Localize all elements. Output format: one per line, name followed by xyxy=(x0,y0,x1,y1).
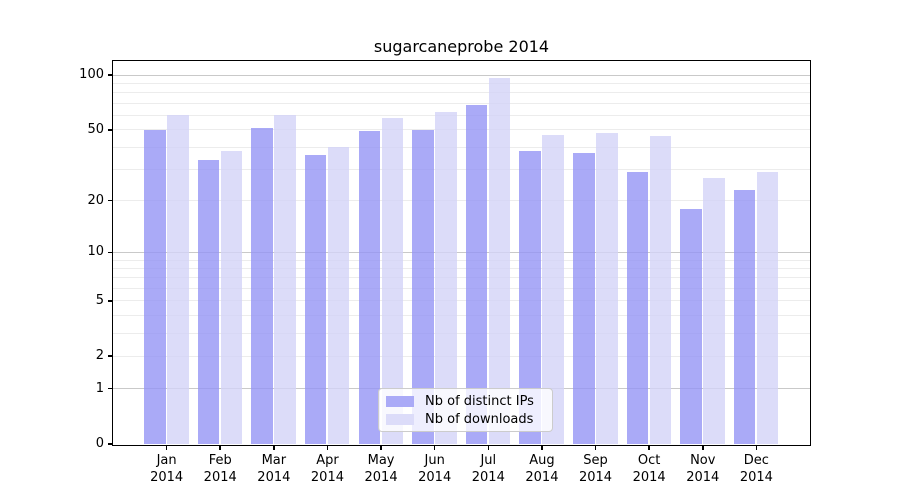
y-tick-label: 2 xyxy=(95,348,104,364)
bar-downloads-jan xyxy=(167,115,189,444)
x-tick-mark xyxy=(702,445,704,450)
x-tick-label: Apr 2014 xyxy=(310,453,344,485)
x-tick-mark xyxy=(648,445,650,450)
bar-downloads-dec xyxy=(756,172,779,444)
x-tick-label: Mar 2014 xyxy=(257,453,291,485)
y-tick-label: 5 xyxy=(95,292,104,308)
gridline-minor xyxy=(113,267,810,269)
legend-label-distinct-ips: Nb of distinct IPs xyxy=(425,393,534,409)
legend-label-downloads: Nb of downloads xyxy=(425,411,534,427)
x-tick-mark xyxy=(380,445,382,450)
x-tick-label: Jun 2014 xyxy=(418,453,452,485)
gridline-minor xyxy=(113,169,810,171)
x-tick-label: Jan 2014 xyxy=(150,453,184,485)
y-tick-mark xyxy=(108,387,113,390)
gridline-minor xyxy=(113,300,810,302)
x-tick-mark xyxy=(541,445,543,450)
bar-downloads-feb xyxy=(220,151,243,444)
legend-item-downloads: Nb of downloads xyxy=(386,411,552,427)
bar-distinct-ips-jun xyxy=(412,129,434,444)
y-tick-mark xyxy=(108,300,113,302)
x-tick-label: Dec 2014 xyxy=(739,453,773,485)
bar-distinct-ips-sep xyxy=(573,153,595,444)
x-tick-mark xyxy=(755,445,758,450)
x-tick-mark xyxy=(165,445,168,450)
bar-downloads-sep xyxy=(596,133,618,444)
bar-distinct-ips-feb xyxy=(197,159,220,444)
y-tick-mark xyxy=(108,199,113,202)
gridline-minor xyxy=(113,355,810,357)
bar-distinct-ips-apr xyxy=(304,155,327,444)
y-tick-mark xyxy=(108,74,113,76)
y-tick-mark xyxy=(108,355,113,357)
bar-distinct-ips-aug xyxy=(519,151,541,444)
bar-distinct-ips-dec xyxy=(733,190,756,444)
y-tick-mark xyxy=(108,443,113,445)
y-tick-label: 50 xyxy=(87,121,104,137)
legend-swatch-downloads xyxy=(386,413,414,425)
bar-downloads-jun xyxy=(435,111,457,444)
gridline-minor xyxy=(113,200,810,202)
legend-item-distinct-ips: Nb of distinct IPs xyxy=(386,393,552,409)
x-tick-mark xyxy=(487,445,490,450)
x-tick-label: Jul 2014 xyxy=(471,453,505,485)
x-tick-label: Aug 2014 xyxy=(525,453,559,485)
x-tick-label: Oct 2014 xyxy=(632,453,666,485)
gridline-minor xyxy=(113,114,810,116)
bar-distinct-ips-jan xyxy=(144,129,166,444)
gridline-minor xyxy=(113,92,810,94)
bar-downloads-aug xyxy=(542,134,564,444)
bar-downloads-apr xyxy=(327,147,350,444)
x-tick-mark xyxy=(326,445,329,450)
gridline-major xyxy=(113,251,810,253)
y-tick-label: 0 xyxy=(95,436,104,451)
legend: Nb of distinct IPs Nb of downloads xyxy=(378,388,553,432)
x-tick-label: May 2014 xyxy=(364,453,398,485)
gridline-minor xyxy=(113,102,810,104)
bar-distinct-ips-jul xyxy=(465,104,488,444)
bar-downloads-jul xyxy=(488,77,511,444)
gridline-minor xyxy=(113,83,810,85)
x-tick-mark xyxy=(594,445,597,450)
bar-downloads-may xyxy=(381,118,404,444)
gridline-minor xyxy=(113,288,810,289)
y-tick-label: 100 xyxy=(79,67,104,83)
x-tick-mark xyxy=(433,445,436,450)
bar-downloads-nov xyxy=(703,177,725,444)
chart-title: sugarcaneprobe 2014 xyxy=(373,37,550,56)
bar-distinct-ips-mar xyxy=(251,128,273,444)
gridline-minor xyxy=(113,314,810,316)
x-tick-label: Nov 2014 xyxy=(686,453,720,485)
y-tick-label: 20 xyxy=(87,192,104,208)
gridline-minor xyxy=(113,332,810,334)
gridline-minor xyxy=(113,277,810,279)
gridline-major xyxy=(113,74,810,76)
y-tick-label: 1 xyxy=(95,380,104,396)
x-tick-label: Sep 2014 xyxy=(578,453,613,485)
x-tick-mark xyxy=(219,445,221,450)
bar-downloads-oct xyxy=(649,136,672,444)
y-tick-mark xyxy=(108,129,113,131)
y-tick-label: 10 xyxy=(87,244,104,260)
gridline-minor xyxy=(113,146,810,148)
gridline-minor xyxy=(113,129,810,131)
bar-distinct-ips-nov xyxy=(680,208,702,444)
bar-downloads-mar xyxy=(274,115,296,444)
bar-distinct-ips-oct xyxy=(626,172,649,444)
x-tick-label: Feb 2014 xyxy=(203,453,237,485)
legend-swatch-distinct-ips xyxy=(386,395,414,407)
x-tick-mark xyxy=(273,445,275,450)
gridline-minor xyxy=(113,259,810,261)
bar-distinct-ips-may xyxy=(358,131,381,444)
y-tick-mark xyxy=(108,251,113,254)
